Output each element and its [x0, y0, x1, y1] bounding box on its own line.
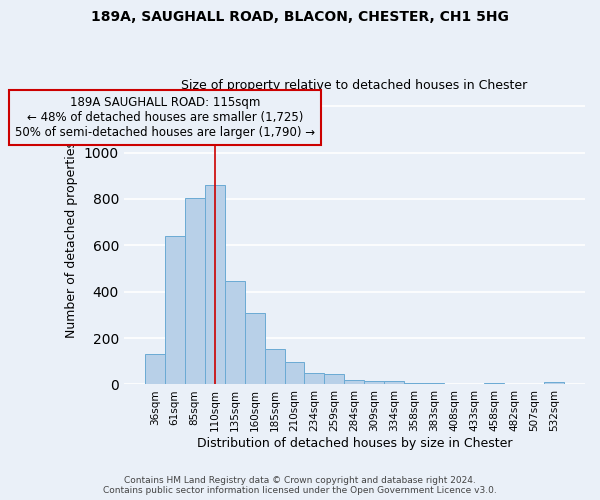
Bar — [364, 381, 385, 384]
Bar — [385, 381, 404, 384]
Bar — [544, 382, 564, 384]
Bar — [284, 362, 304, 384]
Bar — [165, 236, 185, 384]
Text: Contains HM Land Registry data © Crown copyright and database right 2024.
Contai: Contains HM Land Registry data © Crown c… — [103, 476, 497, 495]
Bar — [325, 374, 344, 384]
Y-axis label: Number of detached properties: Number of detached properties — [65, 141, 78, 338]
Bar — [265, 348, 284, 384]
Bar — [344, 380, 364, 384]
Bar — [205, 185, 224, 384]
Bar — [185, 198, 205, 384]
Title: Size of property relative to detached houses in Chester: Size of property relative to detached ho… — [181, 79, 527, 92]
X-axis label: Distribution of detached houses by size in Chester: Distribution of detached houses by size … — [197, 437, 512, 450]
Bar — [304, 373, 325, 384]
Text: 189A SAUGHALL ROAD: 115sqm
← 48% of detached houses are smaller (1,725)
50% of s: 189A SAUGHALL ROAD: 115sqm ← 48% of deta… — [14, 96, 315, 138]
Bar — [145, 354, 165, 384]
Bar — [224, 282, 245, 385]
Text: 189A, SAUGHALL ROAD, BLACON, CHESTER, CH1 5HG: 189A, SAUGHALL ROAD, BLACON, CHESTER, CH… — [91, 10, 509, 24]
Bar — [245, 312, 265, 384]
